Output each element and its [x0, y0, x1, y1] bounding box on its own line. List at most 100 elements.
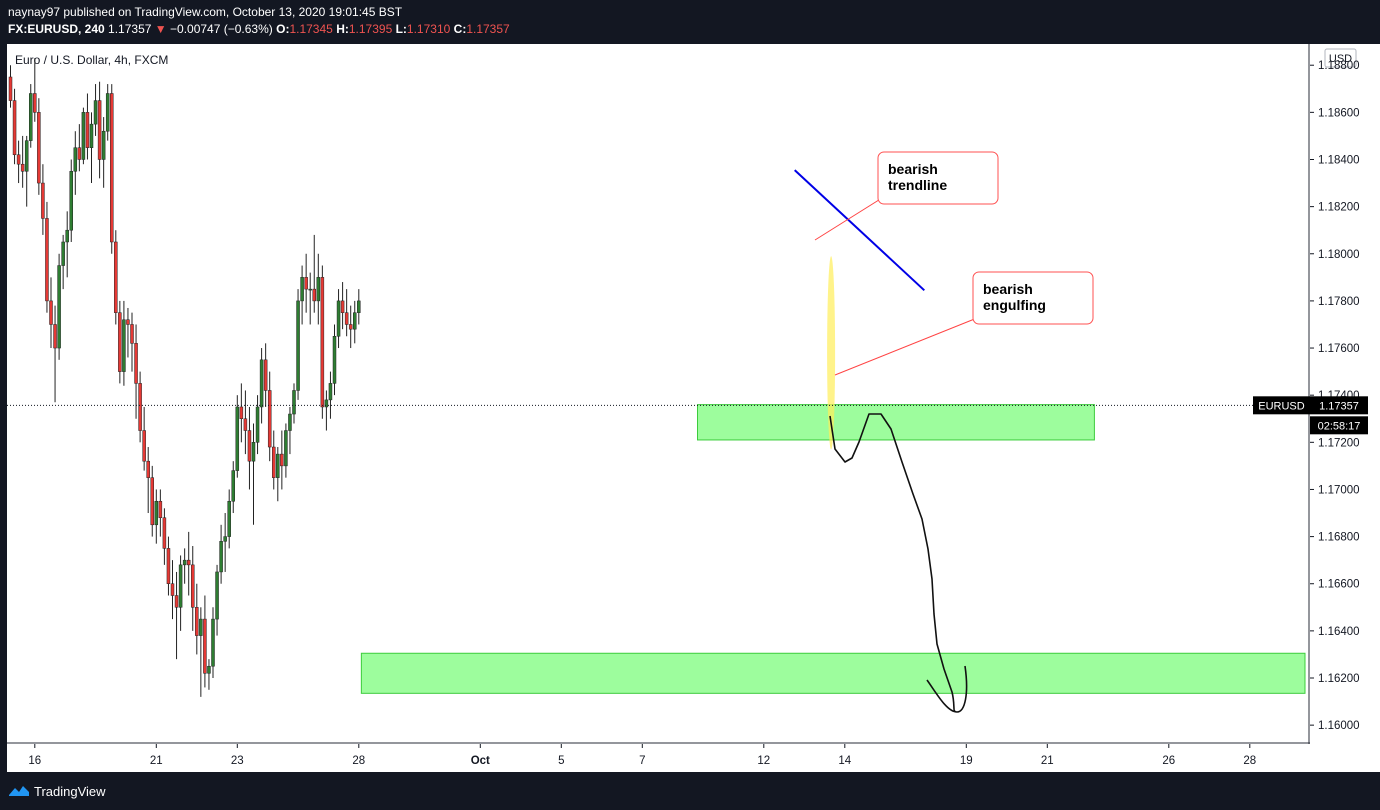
candle-body [324, 399, 329, 408]
candle-body [227, 500, 231, 537]
price-tick-label: 1.17000 [1318, 484, 1360, 496]
price-axis-ticks: 1.18800 1.18600 1.18400 1.18200 1.18000 1.178… [1310, 60, 1360, 732]
candle-body [247, 430, 252, 462]
high-label: H: [336, 22, 349, 36]
chart-background [7, 44, 1310, 744]
candle-body [65, 229, 69, 243]
candle-body [284, 430, 288, 467]
low-label: L: [395, 22, 407, 36]
chart-title: Euro / U.S. Dollar, 4h, FXCM [15, 53, 168, 67]
candle-body [267, 390, 272, 448]
candle-body [340, 300, 345, 313]
close-value: 1.17357 [466, 22, 510, 36]
tradingview-logo-icon [9, 786, 29, 796]
candle-body [93, 100, 98, 125]
time-axis-ticks: 16 21 23 28 Oct 5 7 12 14 19 21 26 28 [28, 744, 1256, 767]
candles-layer [8, 58, 361, 697]
candle-body [142, 430, 146, 462]
time-tick-label: 26 [1162, 755, 1175, 767]
candle-body [174, 595, 179, 608]
candle-body [235, 406, 240, 471]
low-value: 1.17310 [406, 22, 451, 36]
time-tick-label: 14 [838, 755, 851, 767]
change-arrow: ▼ [154, 22, 167, 36]
ohlc-legend: FX:EURUSD, 240 1.17357 ▼ −0.00747 (−0.63… [8, 22, 510, 36]
price-tick-label: 1.16600 [1318, 579, 1360, 591]
candle-body [280, 453, 284, 467]
candle-body [134, 343, 138, 384]
candle-body [195, 607, 199, 636]
price-tick-label: 1.16200 [1318, 673, 1360, 685]
candle-body [110, 93, 114, 243]
candle-body [288, 413, 292, 431]
candle-body [89, 123, 94, 148]
candle-body [158, 500, 163, 518]
bearish-trendline [794, 169, 925, 292]
candle-body [101, 130, 106, 160]
price-tick-label: 1.18000 [1318, 249, 1360, 261]
candle-body [41, 182, 45, 219]
support-zone-upper [697, 404, 1095, 441]
chart-header: naynay97 published on TradingView.com, O… [0, 0, 1380, 44]
candle-body [308, 288, 312, 291]
candle-body [20, 163, 25, 172]
callout-trendline-line: trendline [888, 177, 947, 193]
candle-body [114, 241, 118, 313]
candle-body [166, 548, 171, 584]
candle-body [203, 618, 207, 674]
time-tick-label: 12 [757, 755, 770, 767]
candle-body [53, 324, 57, 349]
price-tick-label: 1.18400 [1318, 154, 1360, 166]
candle-body [77, 147, 82, 160]
price-tick-label: 1.18800 [1318, 60, 1360, 72]
candle-body [304, 277, 308, 290]
chart-area[interactable]: Euro / U.S. Dollar, 4h, FXCM bearish tren… [7, 44, 1310, 772]
candle-body [328, 383, 333, 401]
candle-body [150, 477, 154, 526]
currency-label: USD [1329, 53, 1352, 65]
candle-body [24, 140, 29, 172]
candle-body [276, 453, 280, 478]
candle-body [8, 76, 13, 101]
price-tick-label: 1.17400 [1318, 390, 1360, 402]
candle-body [97, 100, 102, 160]
price-tick-label: 1.18600 [1318, 107, 1360, 119]
price-tick-label: 1.16400 [1318, 626, 1360, 638]
candle-body [251, 442, 256, 462]
candle-body [191, 564, 195, 608]
time-axis-bg [7, 744, 1310, 772]
price-chart[interactable]: Euro / U.S. Dollar, 4h, FXCM bearishtren… [7, 44, 1310, 772]
candle-body [146, 460, 150, 478]
time-tick-label: 21 [150, 755, 163, 767]
candle-body [300, 277, 304, 302]
candle-body [37, 112, 41, 184]
open-label: O: [276, 22, 290, 36]
candle-body [61, 241, 65, 266]
price-tick-label: 1.16800 [1318, 532, 1360, 544]
candle-body [357, 300, 361, 313]
candle-body [126, 319, 130, 325]
candle-body [16, 154, 21, 165]
time-tick-label: 16 [28, 755, 41, 767]
candle-body [332, 336, 337, 384]
last-price: 1.17357 [108, 22, 152, 36]
countdown-badge [1310, 416, 1368, 435]
price-badge-label: 1.17357 [1319, 400, 1359, 412]
footer-bar: TradingView [0, 772, 1380, 810]
currency-badge[interactable] [1324, 48, 1357, 68]
candle-body [162, 517, 167, 549]
support-zone-lower [360, 652, 1306, 694]
candle-body [69, 171, 73, 231]
candle-body [215, 571, 219, 620]
candle-body [263, 359, 268, 391]
candle-body [272, 446, 276, 478]
candle-body [81, 112, 86, 160]
candle-body [186, 559, 191, 566]
candle-body [211, 618, 215, 667]
publish-info: naynay97 published on TradingView.com, O… [8, 5, 403, 19]
price-tick-label: 1.17600 [1318, 343, 1360, 355]
callout-engulfing-box [972, 271, 1094, 325]
price-tick-label: 1.17200 [1318, 437, 1360, 449]
